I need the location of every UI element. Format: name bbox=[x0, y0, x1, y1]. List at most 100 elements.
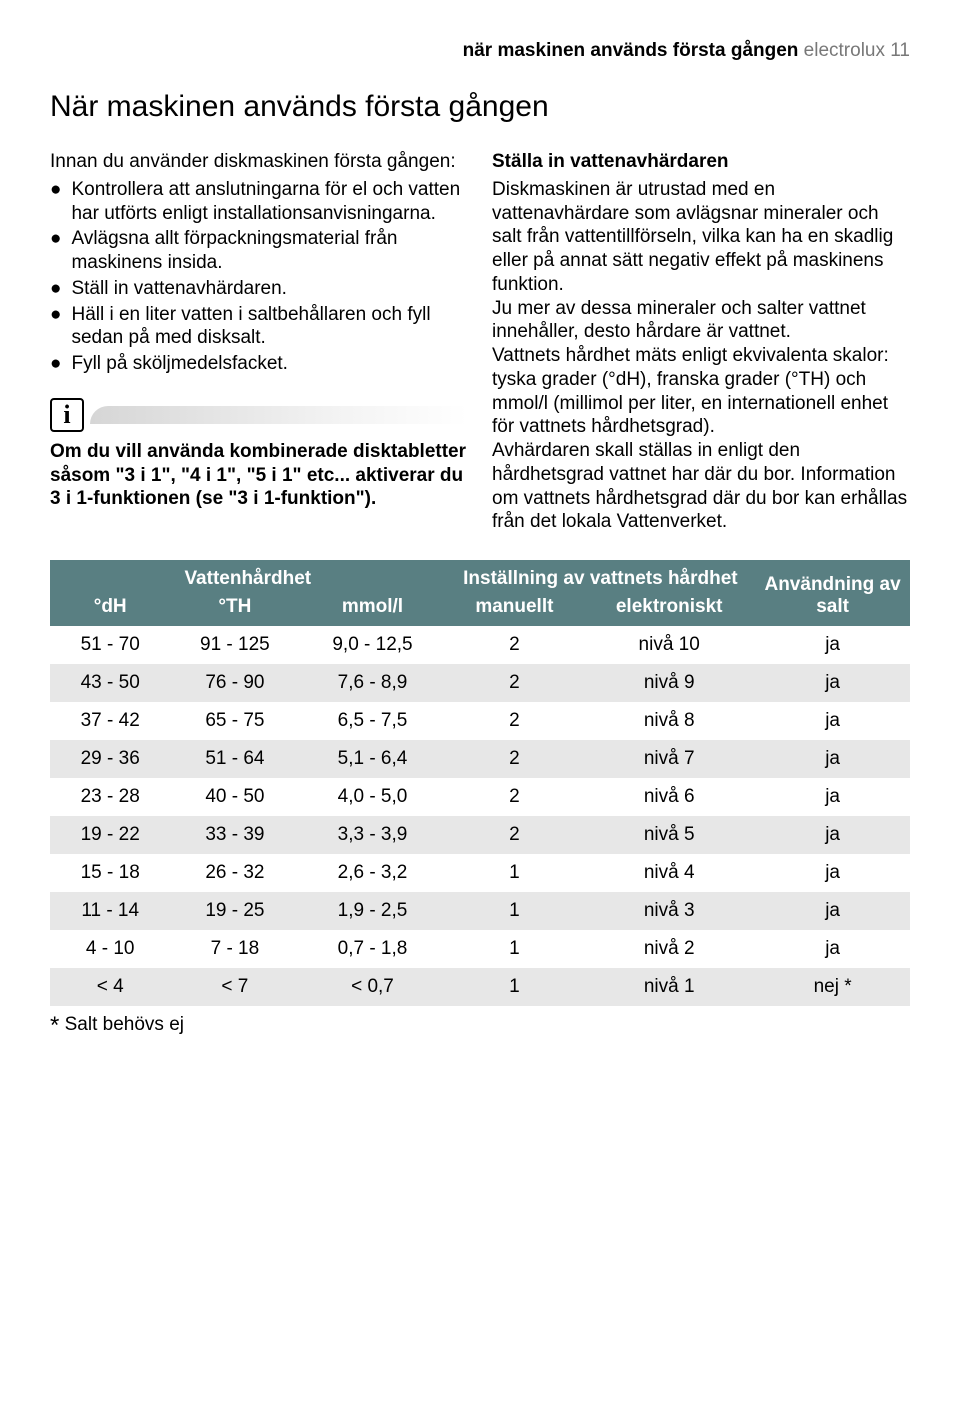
table-cell: nivå 1 bbox=[583, 968, 755, 1006]
table-row: 37 - 4265 - 756,5 - 7,52nivå 8ja bbox=[50, 702, 910, 740]
info-swoosh bbox=[90, 406, 468, 424]
table-cell: < 7 bbox=[170, 968, 299, 1006]
table-cell: 91 - 125 bbox=[170, 626, 299, 664]
bullet-icon: ● bbox=[50, 352, 61, 376]
table-row: 51 - 7091 - 1259,0 - 12,52nivå 10ja bbox=[50, 626, 910, 664]
table-cell: < 4 bbox=[50, 968, 170, 1006]
table-cell: 1 bbox=[446, 930, 584, 968]
table-row: 4 - 107 - 180,7 - 1,81nivå 2ja bbox=[50, 930, 910, 968]
table-cell: 0,7 - 1,8 bbox=[299, 930, 445, 968]
table-cell: 1,9 - 2,5 bbox=[299, 892, 445, 930]
intro-text: Innan du använder diskmaskinen första gå… bbox=[50, 150, 468, 174]
table-cell: ja bbox=[755, 664, 910, 702]
bullet-icon: ● bbox=[50, 178, 61, 202]
right-column: Ställa in vattenavhärdaren Diskmaskinen … bbox=[492, 150, 910, 538]
table-cell: nivå 6 bbox=[583, 778, 755, 816]
table-cell: 29 - 36 bbox=[50, 740, 170, 778]
table-cell: 40 - 50 bbox=[170, 778, 299, 816]
info-callout: i Om du vill använda kombinerade disktab… bbox=[50, 398, 468, 511]
table-cell: nivå 9 bbox=[583, 664, 755, 702]
th-manual: manuellt bbox=[446, 592, 584, 626]
bullet-text: Avlägsna allt förpackningsmaterial från … bbox=[71, 227, 468, 275]
th-hardness: Vattenhårdhet bbox=[50, 560, 446, 592]
footnote-star: * bbox=[50, 1012, 59, 1039]
table-cell: 2 bbox=[446, 816, 584, 854]
table-cell: ja bbox=[755, 816, 910, 854]
table-cell: ja bbox=[755, 930, 910, 968]
table-cell: 2 bbox=[446, 740, 584, 778]
table-cell: 76 - 90 bbox=[170, 664, 299, 702]
table-cell: 2 bbox=[446, 626, 584, 664]
table-row: < 4< 7< 0,71nivå 1nej * bbox=[50, 968, 910, 1006]
table-cell: 19 - 22 bbox=[50, 816, 170, 854]
table-row: 29 - 3651 - 645,1 - 6,42nivå 7ja bbox=[50, 740, 910, 778]
table-cell: nivå 4 bbox=[583, 854, 755, 892]
table-cell: 1 bbox=[446, 892, 584, 930]
right-body: Diskmaskinen är utrustad med en vattenav… bbox=[492, 178, 910, 534]
hardness-table: Vattenhårdhet Inställning av vattnets hå… bbox=[50, 560, 910, 1006]
table-cell: 2 bbox=[446, 664, 584, 702]
table-cell: 7,6 - 8,9 bbox=[299, 664, 445, 702]
bullet-text: Ställ in vattenavhärdaren. bbox=[71, 277, 468, 301]
bullet-icon: ● bbox=[50, 277, 61, 301]
table-cell: nivå 8 bbox=[583, 702, 755, 740]
table-body: 51 - 7091 - 1259,0 - 12,52nivå 10ja43 - … bbox=[50, 626, 910, 1006]
header-section-name: när maskinen används första gången bbox=[463, 40, 799, 61]
footnote: * Salt behövs ej bbox=[50, 1012, 910, 1040]
table-cell: 2 bbox=[446, 778, 584, 816]
table-cell: nivå 3 bbox=[583, 892, 755, 930]
footnote-text: Salt behövs ej bbox=[59, 1014, 184, 1035]
table-cell: 26 - 32 bbox=[170, 854, 299, 892]
table-cell: < 0,7 bbox=[299, 968, 445, 1006]
th-mmol: mmol/l bbox=[299, 592, 445, 626]
table-cell: 4,0 - 5,0 bbox=[299, 778, 445, 816]
table-cell: 9,0 - 12,5 bbox=[299, 626, 445, 664]
info-icon: i bbox=[50, 398, 84, 432]
list-item: ●Häll i en liter vatten i saltbehållaren… bbox=[50, 303, 468, 351]
table-cell: 51 - 70 bbox=[50, 626, 170, 664]
table-cell: 1 bbox=[446, 854, 584, 892]
table-row: 15 - 1826 - 322,6 - 3,21nivå 4ja bbox=[50, 854, 910, 892]
table-cell: 15 - 18 bbox=[50, 854, 170, 892]
table-cell: 43 - 50 bbox=[50, 664, 170, 702]
header-brand-page: electrolux 11 bbox=[798, 40, 910, 61]
table-cell: nivå 7 bbox=[583, 740, 755, 778]
table-cell: 3,3 - 3,9 bbox=[299, 816, 445, 854]
list-item: ● Ställ in vattenavhärdaren. bbox=[50, 277, 468, 301]
table-row: 11 - 1419 - 251,9 - 2,51nivå 3ja bbox=[50, 892, 910, 930]
page-header: när maskinen används första gången elect… bbox=[50, 40, 910, 62]
list-item: ●Kontrollera att anslutningarna för el o… bbox=[50, 178, 468, 226]
table-cell: 11 - 14 bbox=[50, 892, 170, 930]
th-th: °TH bbox=[170, 592, 299, 626]
left-column: Innan du använder diskmaskinen första gå… bbox=[50, 150, 468, 538]
table-cell: ja bbox=[755, 892, 910, 930]
table-cell: 37 - 42 bbox=[50, 702, 170, 740]
table-cell: 6,5 - 7,5 bbox=[299, 702, 445, 740]
th-salt: Användning av salt bbox=[755, 560, 910, 626]
table-cell: 4 - 10 bbox=[50, 930, 170, 968]
list-item: ●Avlägsna allt förpackningsmaterial från… bbox=[50, 227, 468, 275]
bullet-text: Häll i en liter vatten i saltbehållaren … bbox=[71, 303, 468, 351]
table-row: 43 - 5076 - 907,6 - 8,92nivå 9ja bbox=[50, 664, 910, 702]
th-dh: °dH bbox=[50, 592, 170, 626]
table-cell: 2,6 - 3,2 bbox=[299, 854, 445, 892]
table-row: 23 - 2840 - 504,0 - 5,02nivå 6ja bbox=[50, 778, 910, 816]
th-setting: Inställning av vattnets hårdhet bbox=[446, 560, 756, 592]
list-item: ●Fyll på sköljmedelsfacket. bbox=[50, 352, 468, 376]
table-row: 19 - 2233 - 393,3 - 3,92nivå 5ja bbox=[50, 816, 910, 854]
page-title: När maskinen används första gången bbox=[50, 90, 910, 124]
table-cell: nivå 2 bbox=[583, 930, 755, 968]
info-text: Om du vill använda kombinerade disktable… bbox=[50, 440, 468, 511]
content-columns: Innan du använder diskmaskinen första gå… bbox=[50, 150, 910, 538]
table-cell: ja bbox=[755, 854, 910, 892]
table-cell: 33 - 39 bbox=[170, 816, 299, 854]
right-subheading: Ställa in vattenavhärdaren bbox=[492, 150, 910, 174]
table-cell: 2 bbox=[446, 702, 584, 740]
table-cell: 51 - 64 bbox=[170, 740, 299, 778]
table-cell: nivå 10 bbox=[583, 626, 755, 664]
table-cell: 23 - 28 bbox=[50, 778, 170, 816]
table-cell: nivå 5 bbox=[583, 816, 755, 854]
info-icon-row: i bbox=[50, 398, 468, 432]
table-cell: ja bbox=[755, 702, 910, 740]
table-cell: ja bbox=[755, 626, 910, 664]
